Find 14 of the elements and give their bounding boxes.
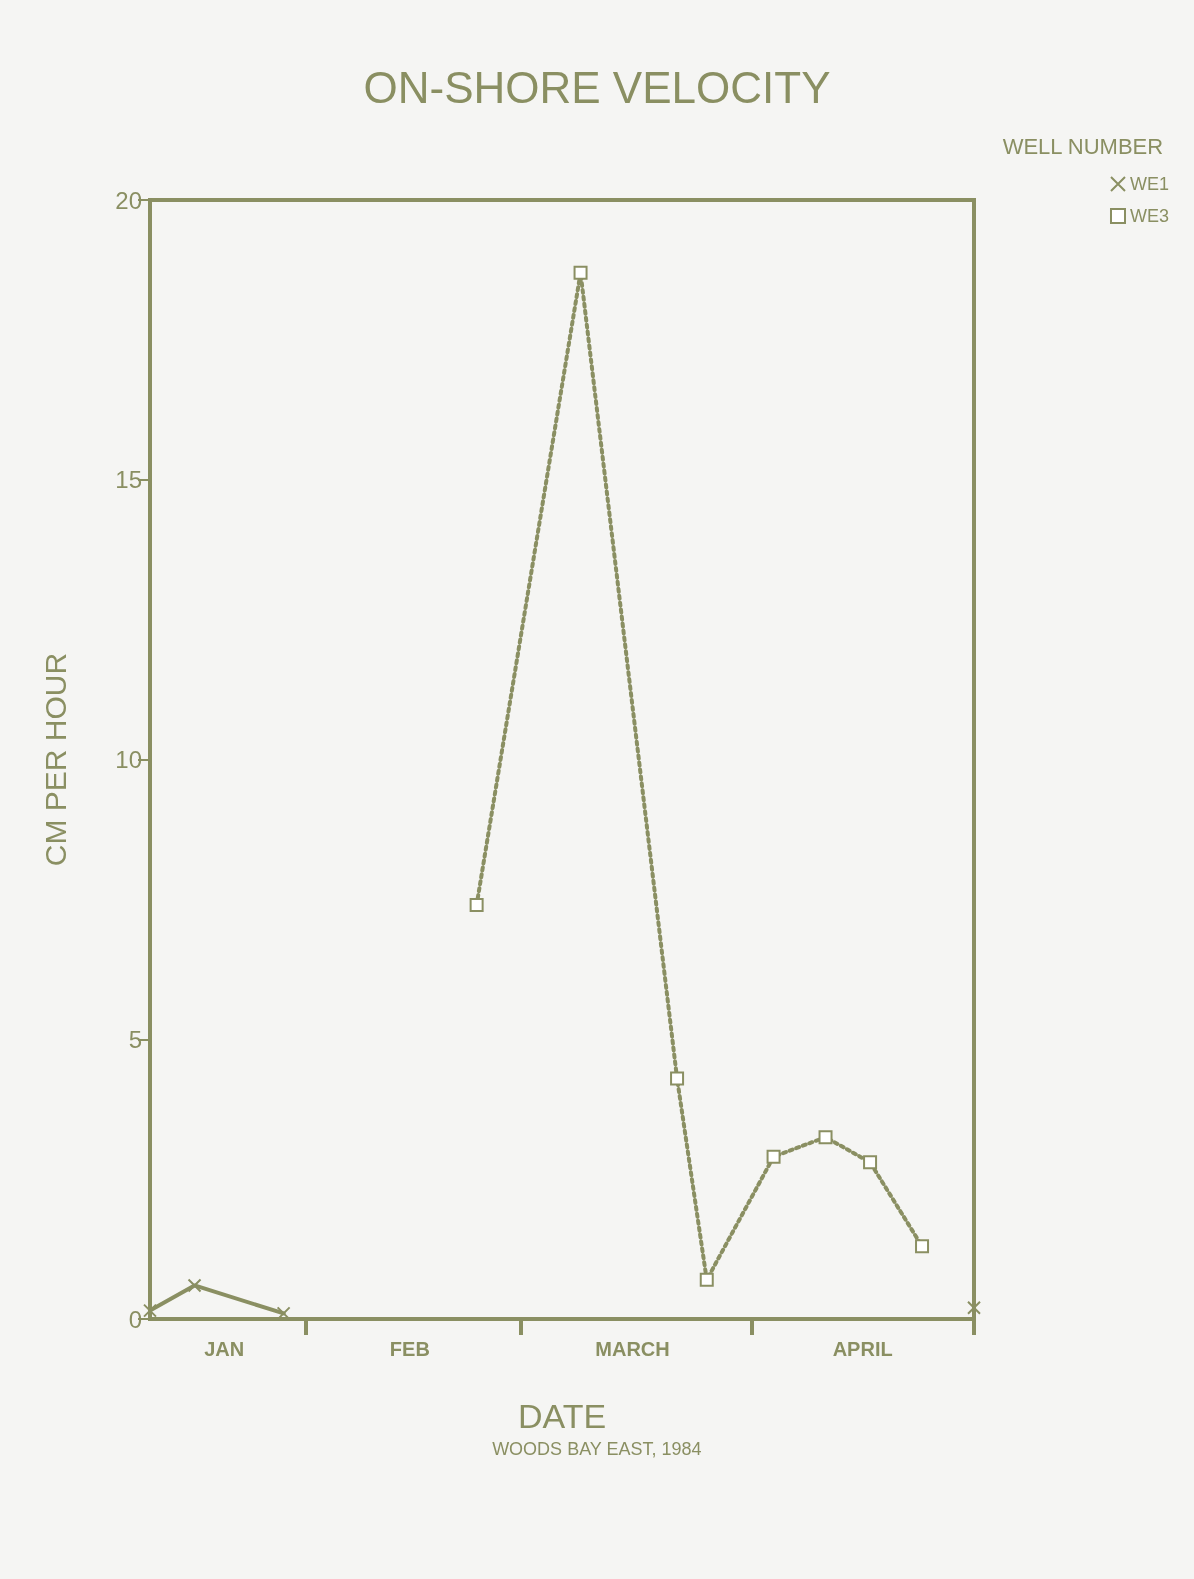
x-axis-title: DATE (517, 1397, 607, 1435)
text: WOODS BAY EAST, 1984 (492, 1439, 702, 1459)
legend-label: WE1 (1129, 174, 1170, 194)
x-tick-label: APRIL (832, 1338, 893, 1360)
x-tick-label: FEB (389, 1338, 430, 1360)
y-tick-label: 20 (115, 186, 142, 214)
y-tick-label: 15 (115, 466, 142, 494)
legend-title: WELL NUMBER (1002, 133, 1164, 159)
legend-label: WE3 (1129, 206, 1170, 226)
x-tick-label: JAN (204, 1338, 245, 1360)
y-tick-label: 10 (115, 746, 142, 773)
x-tick-label: MARCH (595, 1338, 670, 1360)
y-axis-title: CM PER HOUR (38, 652, 72, 867)
chart-title: ON-SHORE VELOCITY (363, 62, 831, 112)
